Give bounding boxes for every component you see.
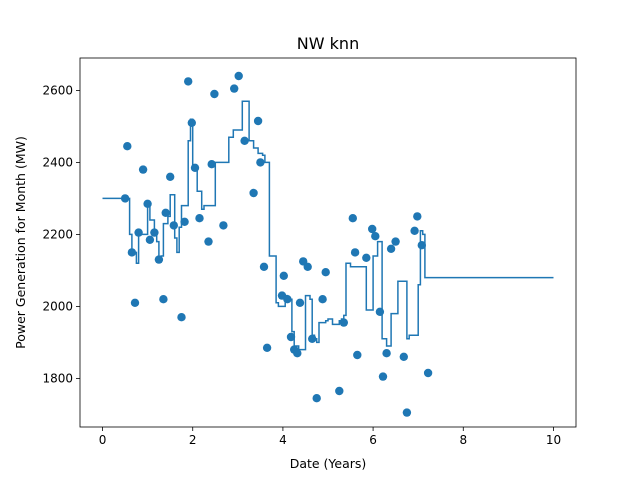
y-tick-label: 2600 [42,83,73,97]
data-point [127,248,137,257]
plot-area [102,71,554,417]
data-point [150,228,159,237]
chart-title: NW knn [297,34,359,53]
data-point [145,235,155,244]
data-point [348,214,357,223]
x-axis-label: Date (Years) [290,456,367,471]
data-point [386,244,396,253]
data-point [161,208,170,217]
y-tick-label: 2000 [42,299,73,313]
data-point [350,248,360,257]
series-line [102,100,554,351]
data-point [219,221,228,230]
data-point [368,224,377,234]
data-point [207,160,216,169]
y-tick-label: 1800 [42,371,73,385]
data-point [295,298,305,307]
plot-frame [79,57,577,428]
data-point [318,295,327,304]
data-point [195,214,204,223]
data-point [399,352,408,361]
data-point [353,350,362,360]
x-tick-label: 8 [459,433,467,447]
data-point [402,408,412,417]
data-point [234,71,243,81]
data-point [312,394,321,403]
x-tick-label: 0 [99,433,107,447]
x-tick-label: 4 [279,433,287,447]
data-point [154,255,164,264]
data-point [293,349,302,358]
data-point [279,271,288,280]
data-point [177,313,186,322]
data-point [256,158,265,167]
data-point [259,262,269,271]
data-point [362,253,371,262]
data-point [413,212,422,221]
x-tick-label: 6 [369,433,377,447]
data-point [335,386,344,396]
data-point [283,295,292,304]
x-tick-label: 2 [189,433,197,447]
data-point [391,237,400,246]
data-point [134,228,143,237]
data-point [253,116,263,126]
data-point [123,142,132,151]
data-point [184,77,193,86]
data-point [303,262,312,271]
data-point [308,334,317,343]
data-point [120,194,130,203]
data-point [382,349,391,358]
data-point [166,172,175,181]
y-axis-label: Power Generation for Month (MW) [13,136,28,349]
data-point [180,217,189,226]
y-axis-ticks: 1800 2000 2200 2400 2600 [42,83,80,385]
data-point [375,307,385,316]
data-point [169,221,178,230]
data-point [262,343,272,352]
data-point [138,165,148,174]
data-point [230,84,239,93]
data-point [286,332,296,342]
data-point [159,295,168,304]
data-point [210,89,219,99]
data-point [249,188,258,198]
data-point [143,199,152,208]
data-point [240,136,249,145]
data-point [321,268,330,277]
y-tick-label: 2400 [42,155,73,169]
data-point [417,241,426,250]
x-axis-ticks: 0 2 4 6 8 10 [99,427,561,447]
data-point [371,232,380,241]
y-tick-label: 2200 [42,227,73,241]
data-point [423,368,433,378]
data-point [187,118,196,128]
data-point [410,226,419,235]
data-point [378,372,388,381]
data-point [339,318,348,327]
x-tick-label: 10 [546,433,561,447]
data-point [190,163,200,172]
data-point [130,298,140,307]
data-point [204,237,213,246]
